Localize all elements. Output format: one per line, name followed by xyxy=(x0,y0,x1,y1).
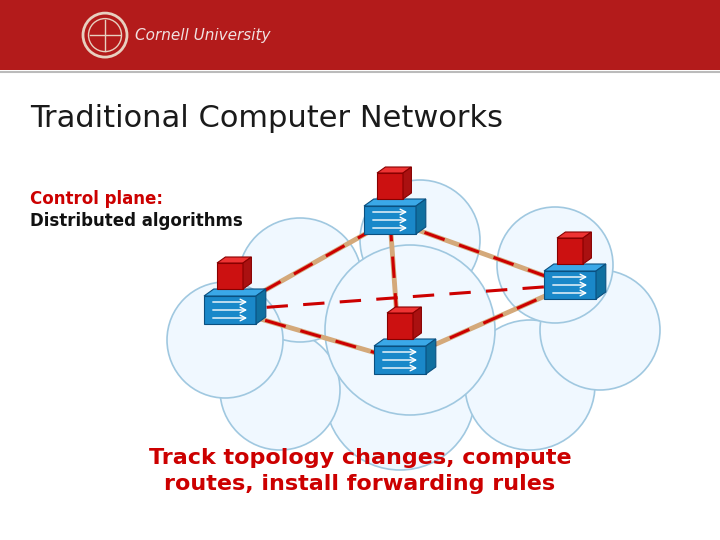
Text: Control plane:: Control plane: xyxy=(30,190,163,208)
FancyBboxPatch shape xyxy=(364,206,416,234)
Circle shape xyxy=(465,320,595,450)
Polygon shape xyxy=(557,232,591,238)
Polygon shape xyxy=(416,199,426,234)
FancyBboxPatch shape xyxy=(374,346,426,374)
Bar xyxy=(0,0,720,70)
Circle shape xyxy=(325,245,495,415)
Polygon shape xyxy=(403,167,411,199)
Polygon shape xyxy=(217,257,251,263)
Polygon shape xyxy=(583,232,591,264)
Text: Track topology changes, compute: Track topology changes, compute xyxy=(149,448,571,468)
Polygon shape xyxy=(364,199,426,206)
Polygon shape xyxy=(374,339,436,346)
Polygon shape xyxy=(377,167,411,173)
Circle shape xyxy=(497,207,613,323)
Circle shape xyxy=(325,320,475,470)
Text: Cornell University: Cornell University xyxy=(135,28,271,43)
FancyBboxPatch shape xyxy=(387,313,413,339)
Polygon shape xyxy=(426,339,436,374)
Polygon shape xyxy=(256,289,266,324)
Polygon shape xyxy=(596,264,606,299)
Text: routes, install forwarding rules: routes, install forwarding rules xyxy=(164,474,556,494)
Polygon shape xyxy=(204,289,266,296)
Circle shape xyxy=(220,330,340,450)
FancyBboxPatch shape xyxy=(377,173,403,199)
Circle shape xyxy=(540,270,660,390)
Polygon shape xyxy=(243,257,251,289)
Polygon shape xyxy=(387,307,421,313)
Circle shape xyxy=(360,180,480,300)
Circle shape xyxy=(238,218,362,342)
FancyBboxPatch shape xyxy=(217,263,243,289)
FancyBboxPatch shape xyxy=(204,296,256,324)
Polygon shape xyxy=(413,307,421,339)
FancyBboxPatch shape xyxy=(557,238,583,264)
FancyBboxPatch shape xyxy=(544,271,596,299)
Text: Distributed algorithms: Distributed algorithms xyxy=(30,212,243,230)
Text: Traditional Computer Networks: Traditional Computer Networks xyxy=(30,104,503,133)
Circle shape xyxy=(167,282,283,398)
Polygon shape xyxy=(544,264,606,271)
